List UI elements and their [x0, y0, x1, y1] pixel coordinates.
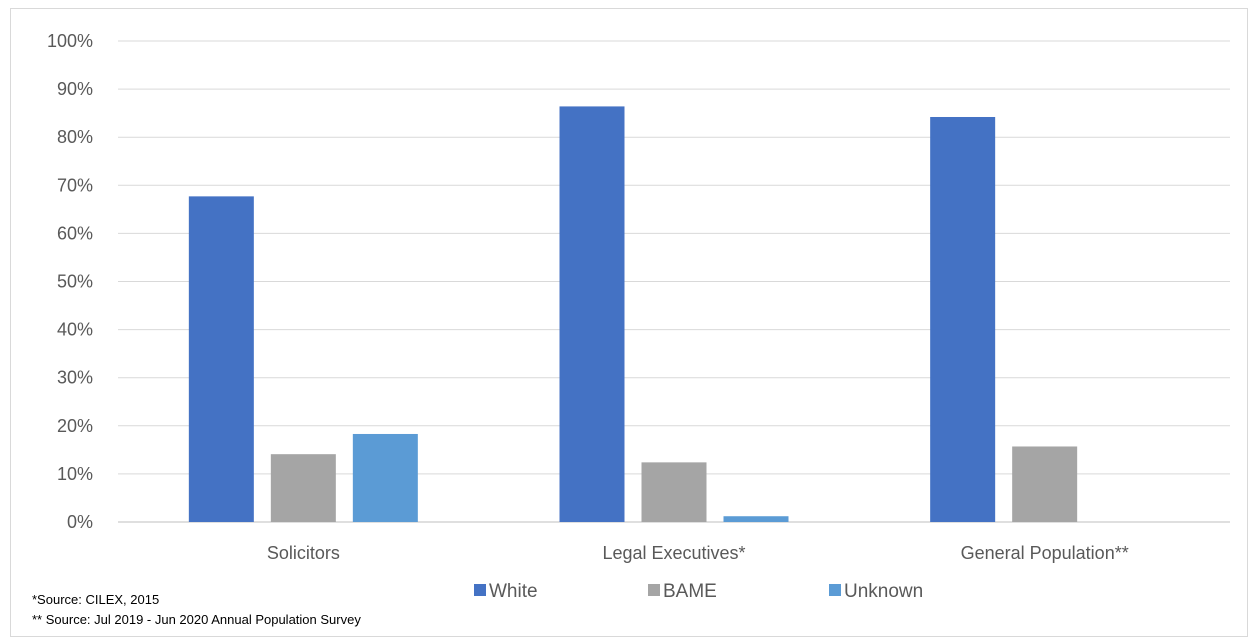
legend-label-white: White [489, 581, 538, 602]
legend-swatch-white [474, 584, 486, 596]
legend-label-bame: BAME [663, 581, 717, 602]
x-category-label: General Population** [961, 543, 1129, 563]
y-tick-label: 80% [57, 127, 93, 147]
bar-bame [641, 462, 707, 522]
bar-bame [270, 454, 336, 522]
bar-bame [1012, 446, 1078, 522]
x-axis-category-labels: Solicitors Legal Executives* General Popul… [267, 543, 1129, 563]
x-category-label: Legal Executives* [602, 543, 745, 563]
bar-unknown [352, 433, 418, 522]
y-tick-label: 90% [57, 79, 93, 99]
x-category-label: Solicitors [267, 543, 340, 563]
legend-label-unknown: Unknown [844, 581, 923, 602]
y-tick-label: 50% [57, 272, 93, 292]
y-tick-label: 30% [57, 368, 93, 388]
legend-swatch-bame [648, 584, 660, 596]
legend-swatch-unknown [829, 584, 841, 596]
legend: White BAME Unknown [474, 581, 923, 602]
y-tick-label: 40% [57, 320, 93, 340]
bar-white [188, 196, 254, 522]
y-axis-tick-labels: 0% 10% 20% 30% 40% 50% 60% 70% 80% 90% 100% [47, 31, 93, 532]
footnote-source-aps: ** Source: Jul 2019 - Jun 2020 Annual Po… [32, 612, 361, 627]
bar-white [930, 116, 996, 523]
footnote-source-cilex: *Source: CILEX, 2015 [32, 592, 160, 607]
y-tick-label: 70% [57, 175, 93, 195]
y-tick-label: 100% [47, 31, 93, 51]
chart-frame [10, 8, 1248, 637]
y-tick-label: 0% [67, 512, 93, 532]
y-tick-label: 60% [57, 223, 93, 243]
bars [188, 106, 1078, 523]
y-tick-label: 10% [57, 464, 93, 484]
y-tick-label: 20% [57, 416, 93, 436]
bar-unknown [723, 516, 789, 522]
bar-white [559, 106, 625, 522]
